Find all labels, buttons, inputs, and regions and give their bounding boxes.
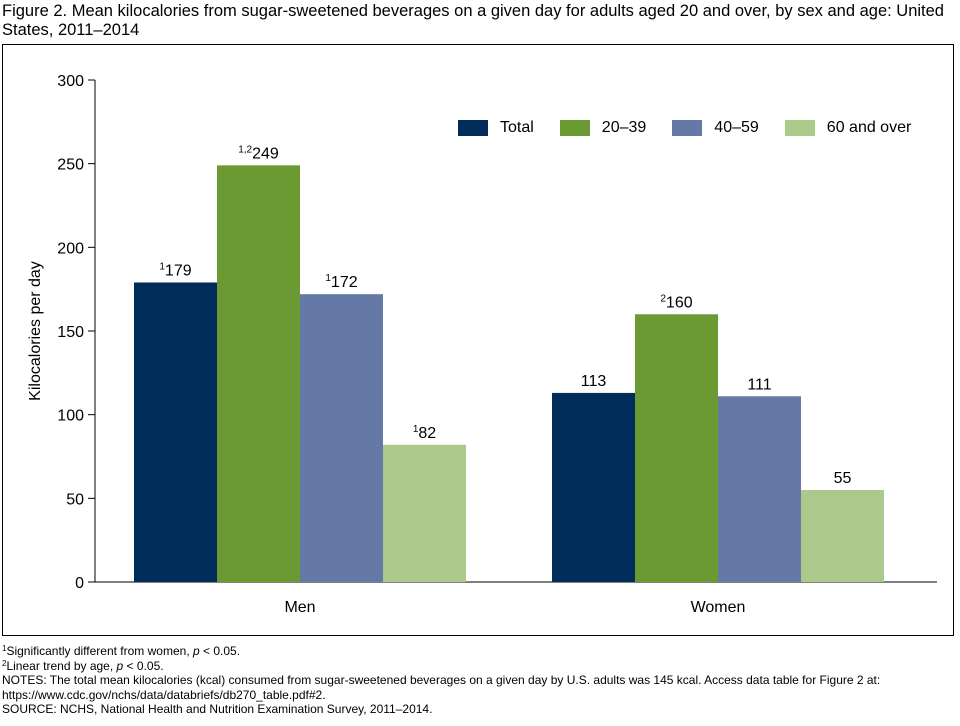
y-tick-label: 200	[57, 240, 84, 257]
figure-title: Figure 2. Mean kilocalories from sugar-s…	[2, 2, 944, 39]
data-value: 160	[666, 294, 693, 311]
data-value: 82	[418, 425, 436, 442]
chart-legend: Total 20–39 40–59 60 and over	[458, 118, 911, 138]
bar	[383, 444, 466, 582]
bar	[134, 282, 217, 582]
legend-label: 40–59	[714, 119, 759, 136]
footnote-1: 1Significantly different from women, p <…	[2, 644, 241, 658]
bar	[718, 396, 801, 582]
legend-label: 60 and over	[826, 119, 912, 136]
legend-item: 40–59	[672, 119, 759, 137]
notes-text: NOTES: The total mean kilocalories (kcal…	[2, 673, 881, 702]
y-tick-label: 50	[66, 491, 84, 508]
chart-frame: 0 50 100 150 200 250 300 Kilocalories per day 11…	[2, 44, 954, 636]
data-label: 2160	[660, 293, 692, 311]
legend-label: Total	[500, 119, 534, 136]
bar	[635, 314, 718, 582]
footnote-marker: 1	[159, 261, 165, 272]
data-value: 172	[331, 274, 358, 291]
bar	[801, 489, 884, 582]
footnote-marker: 1	[413, 424, 419, 435]
footnote-2: 2Linear trend by age, p < 0.05.	[2, 658, 164, 673]
y-axis-label: Kilocalories per day	[27, 261, 44, 401]
footnote-marker: 1	[325, 273, 331, 284]
data-label: 55	[834, 470, 852, 487]
y-tick-label: 0	[75, 575, 84, 592]
legend-label: 20–39	[601, 119, 647, 136]
bar	[217, 165, 300, 582]
y-tick-label: 250	[57, 157, 84, 174]
data-label: 113	[581, 373, 607, 390]
legend-swatch	[672, 120, 703, 136]
x-tick-label: Women	[691, 599, 746, 616]
footnotes: 1Significantly different from women, p <…	[2, 644, 958, 717]
legend-swatch	[559, 120, 590, 136]
bar	[552, 392, 635, 582]
bar	[300, 294, 383, 582]
y-tick-label: 300	[57, 73, 84, 90]
data-label: 1179	[159, 261, 191, 279]
legend-item: 60 and over	[784, 119, 912, 137]
legend-swatch	[784, 120, 815, 136]
data-value: 179	[165, 262, 192, 279]
legend-item: 20–39	[559, 119, 647, 137]
data-label: 182	[413, 424, 436, 442]
footnote-marker: 2	[660, 293, 666, 304]
data-label: 111	[747, 376, 771, 393]
legend-item: Total	[458, 119, 534, 137]
y-tick-label: 100	[57, 408, 84, 425]
y-tick-label: 150	[57, 324, 84, 341]
data-value: 249	[252, 145, 279, 162]
source-text: SOURCE: NCHS, National Health and Nutrit…	[2, 702, 433, 717]
legend-swatch	[458, 120, 488, 136]
data-label: 1172	[325, 273, 357, 291]
footnote-marker: 1,2	[238, 144, 252, 155]
x-tick-label: Men	[284, 599, 315, 616]
data-label: 1,2249	[238, 144, 279, 162]
